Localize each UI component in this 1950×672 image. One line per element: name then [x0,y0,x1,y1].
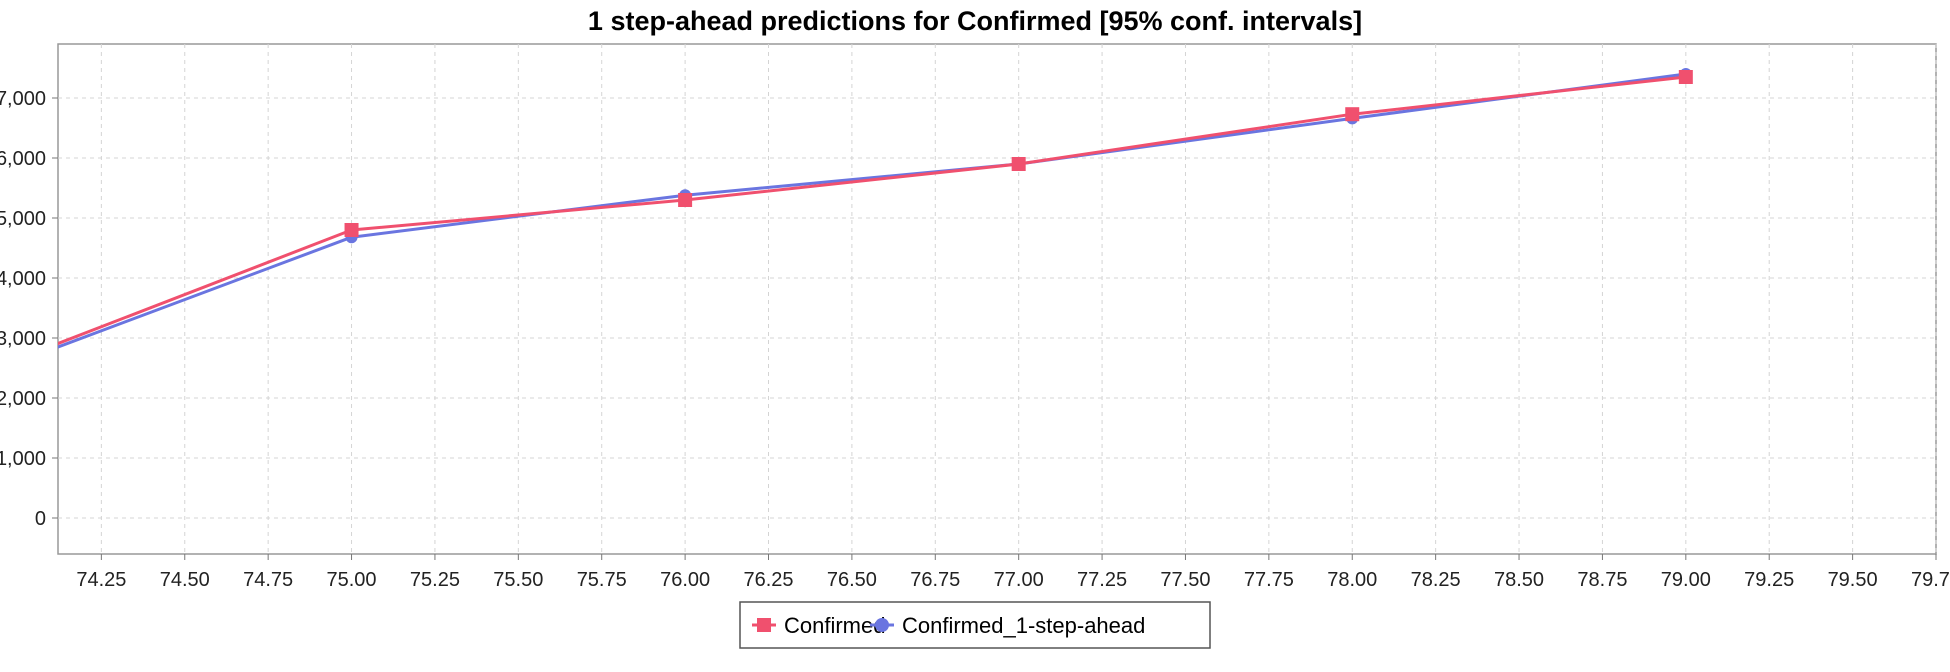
y-tick-label: 5,000 [0,208,46,230]
legend-marker [875,618,889,632]
x-tick-label: 79.50 [1828,569,1878,591]
x-tick-label: 74.75 [243,569,293,591]
data-point [344,223,359,237]
series-line-Confirmed [58,75,1686,346]
series-line-Confirmed_1-step-ahead [58,72,1687,349]
legend-label: Confirmed [784,613,885,638]
data-point [1345,107,1360,122]
legend-marker [757,618,771,632]
data-point [678,193,693,207]
x-tick-label: 78.25 [1411,569,1461,591]
y-tick-label: 4,000 [0,268,46,290]
x-tick-label: 76.25 [743,569,793,591]
grid [58,44,1937,554]
x-tick-label: 74.25 [76,569,126,591]
x-tick-label: 79.00 [1661,569,1711,591]
x-tick-label: 77.50 [1160,569,1210,591]
y-tick-label: 2,000 [0,388,46,410]
data-point [1678,70,1693,84]
x-tick-label: 77.00 [994,569,1044,591]
x-tick-label: 78.50 [1494,569,1544,591]
x-tick-label: 74.50 [160,569,210,591]
plot-area [57,43,1937,555]
x-tick-label: 79.75 [1911,569,1950,591]
x-tick-label: 78.75 [1577,569,1627,591]
x-tick-label: 77.25 [1077,569,1127,591]
x-tick-label: 75.75 [577,569,627,591]
y-tick-label: 6,000 [0,148,46,170]
y-tick-label: 3,000 [0,328,46,350]
x-tick-label: 76.50 [827,569,877,591]
x-tick-label: 77.75 [1244,569,1294,591]
x-tick-label: 76.75 [910,569,960,591]
x-tick-label: 75.00 [327,569,377,591]
data-point [1011,157,1026,171]
chart-title: 1 step-ahead predictions for Confirmed [… [588,6,1362,36]
legend-label: Confirmed_1-step-ahead [902,613,1145,638]
y-tick-label: 7,000 [0,88,46,110]
series-layer [58,68,1693,349]
x-tick-label: 78.00 [1327,569,1377,591]
x-tick-label: 75.25 [410,569,460,591]
x-tick-label: 76.00 [660,569,710,591]
axis-ticks: 74.25 74.50 74.75 75.00 75.25 75.50 75.75 76.00… [0,88,1950,591]
y-tick-label: 0 [35,508,46,530]
y-tick-label: 1,000 [0,448,46,470]
x-tick-label: 79.25 [1744,569,1794,591]
x-tick-label: 75.50 [493,569,543,591]
legend: Confirmed Confirmed_1-step-ahead [739,601,1211,649]
legend-box [739,601,1211,649]
